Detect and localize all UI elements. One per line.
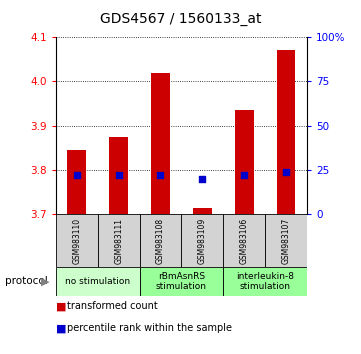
Bar [265, 214, 307, 267]
Point [283, 169, 289, 175]
Bar [181, 214, 223, 267]
Bar [140, 267, 223, 296]
Point [116, 172, 122, 178]
Point [74, 172, 80, 178]
Text: ■: ■ [56, 323, 66, 333]
Text: ■: ■ [56, 301, 66, 311]
Bar [56, 267, 140, 296]
Text: transformed count: transformed count [67, 301, 157, 311]
Bar [277, 50, 295, 214]
Text: no stimulation: no stimulation [65, 277, 130, 286]
Text: GSM983107: GSM983107 [282, 218, 291, 264]
Text: GSM983108: GSM983108 [156, 218, 165, 264]
Text: rBmAsnRS
stimulation: rBmAsnRS stimulation [156, 272, 207, 291]
Text: GSM983109: GSM983109 [198, 218, 207, 264]
Bar [109, 137, 128, 214]
Point [158, 172, 164, 178]
Text: GDS4567 / 1560133_at: GDS4567 / 1560133_at [100, 12, 261, 27]
Point [241, 172, 247, 178]
Text: GSM983111: GSM983111 [114, 218, 123, 264]
Text: interleukin-8
stimulation: interleukin-8 stimulation [236, 272, 294, 291]
Bar [140, 214, 181, 267]
Bar [223, 214, 265, 267]
Text: GSM983106: GSM983106 [240, 218, 249, 264]
Point [199, 176, 205, 182]
Bar [68, 150, 86, 214]
Bar [235, 110, 253, 214]
Text: protocol: protocol [5, 276, 48, 286]
Text: ▶: ▶ [41, 276, 49, 286]
Text: GSM983110: GSM983110 [72, 218, 81, 264]
Bar [56, 214, 98, 267]
Bar [98, 214, 140, 267]
Bar [151, 73, 170, 214]
Text: percentile rank within the sample: percentile rank within the sample [67, 323, 232, 333]
Bar [223, 267, 307, 296]
Bar [193, 207, 212, 214]
